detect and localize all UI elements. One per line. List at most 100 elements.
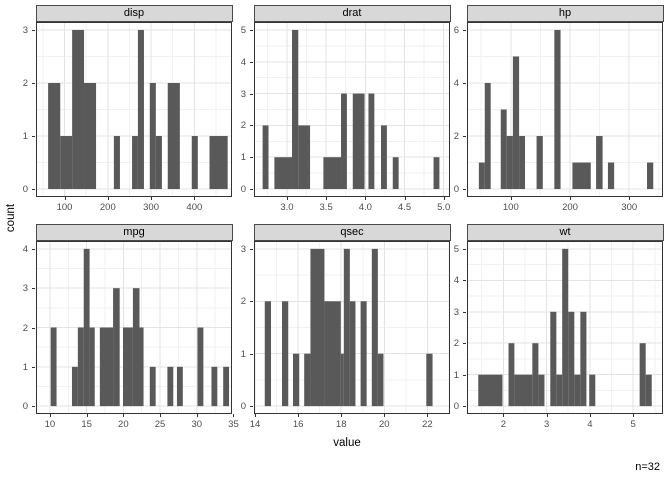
facet-strip-label: qsec [340,226,364,238]
facet-strip: qsec [253,224,451,241]
x-tick-label: 100 [502,202,519,213]
histogram-bar [71,366,78,407]
histogram-bar [132,288,140,407]
y-tick-label: 0 [22,184,28,196]
histogram-bar [572,162,591,190]
x-axis-title: value [333,437,361,449]
y-tick-mark [463,136,466,137]
x-tick-label: 3.5 [319,202,333,213]
y-tick-label: 3 [22,283,28,295]
facet-panel-mpg [36,241,232,414]
histogram-bar [574,374,581,407]
x-tick-mark [326,197,328,200]
y-tick-mark [463,248,466,250]
x-tick-label: 22 [422,419,433,430]
y-tick-label: 3 [453,306,459,318]
y-tick-label: 4 [453,77,459,89]
histogram-bar [562,248,569,407]
histogram-bar [60,136,73,190]
histogram-bar [292,29,299,190]
x-tick-label: 35 [228,419,239,430]
facet-strip-label: wt [559,226,571,238]
y-tick-mark [32,406,35,408]
x-tick-label: 10 [44,419,56,430]
histogram-bar [532,343,539,407]
x-tick-mark [629,197,631,200]
y-tick-label: 2 [453,131,459,142]
histogram-bar [514,374,533,407]
x-tick-label: 5 [630,419,636,430]
x-tick-mark [107,197,109,200]
y-tick-label: 1 [240,152,246,164]
facet-strip-label: hp [558,7,572,19]
y-tick-label: 4 [22,243,28,255]
x-tick-label: 30 [191,419,203,430]
histogram-bar [371,248,378,407]
histogram-bar [323,157,342,190]
y-tick-mark [32,29,35,31]
y-tick-mark [250,248,253,250]
histogram-bar [433,157,440,190]
facet-strip-label: mpg [123,226,145,238]
x-tick-mark [510,197,512,200]
y-tick-mark [463,280,466,282]
x-tick-mark [443,197,445,200]
histogram-bar [89,327,95,407]
histogram-bar [506,136,513,190]
y-tick-label: 2 [453,338,459,350]
histogram-bar [167,366,174,407]
histogram-bar [310,248,325,407]
facet-strip: mpg [35,224,233,241]
y-tick-mark [463,406,466,408]
facet-strip: hp [466,5,664,22]
x-tick-label: 18 [335,419,347,430]
x-tick-label: 4.5 [397,202,412,213]
y-tick-label: 2 [22,77,28,89]
histogram-bar [149,82,156,190]
x-tick-label: 200 [99,202,116,213]
histogram-bar [647,162,654,190]
x-tick-mark [49,414,51,417]
histogram-bar [639,343,646,407]
y-tick-mark [250,189,253,191]
histogram-bar [72,29,85,190]
histogram-bar [176,366,183,407]
facet-strip: wt [466,224,664,241]
y-tick-label: 4 [240,56,246,68]
y-tick-label: 1 [240,348,246,360]
histogram-bar [132,136,138,190]
histogram-bar [211,366,218,407]
x-tick-mark [427,414,429,417]
facet-panel-qsec [254,241,450,414]
y-tick-mark [463,311,466,313]
x-tick-mark [286,197,288,200]
sample-size-note: n=32 [635,461,660,473]
y-tick-mark [250,125,253,127]
y-tick-mark [250,353,253,355]
x-tick-label: 16 [292,419,304,430]
facet-panel-wt [467,241,663,414]
y-tick-label: 0 [453,401,459,413]
histogram-bar [113,288,120,407]
facet-strip: drat [253,5,451,22]
x-tick-mark [589,414,591,417]
y-tick-label: 1 [22,361,28,373]
y-tick-mark [463,374,466,376]
y-tick-mark [32,136,35,137]
histogram-bar [554,29,561,190]
histogram-bar [122,327,133,407]
facet-strip: disp [35,5,233,22]
y-tick-label: 0 [453,184,459,196]
histogram-bar [512,56,520,190]
x-tick-mark [86,414,88,417]
y-axis-title: count [5,203,17,233]
histogram-bar [500,109,507,190]
y-tick-label: 0 [22,401,28,413]
facet-strip-label: drat [342,7,362,19]
facet-strip-label: disp [123,7,145,19]
x-tick-mark [503,414,505,417]
x-tick-label: 20 [379,419,390,430]
histogram-bar [508,343,515,407]
histogram-bar [324,301,341,407]
histogram-bar [282,301,289,407]
